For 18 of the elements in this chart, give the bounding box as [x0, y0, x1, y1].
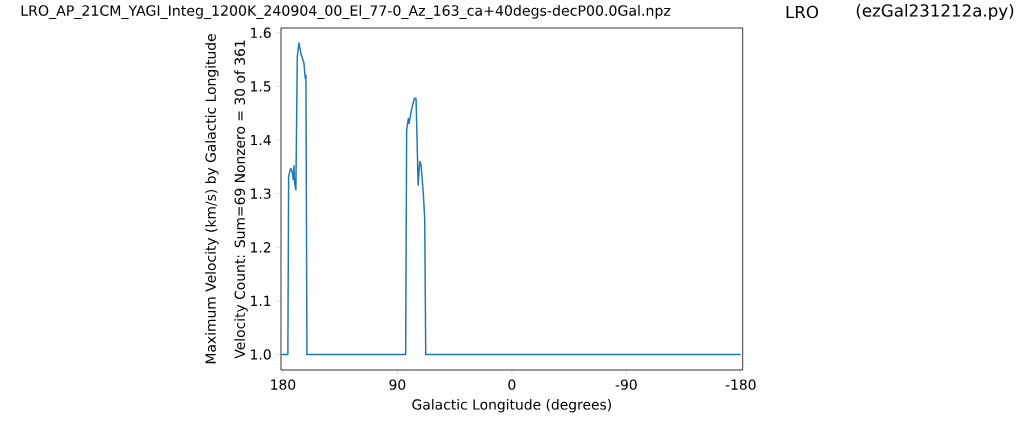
x-tick-label: 180: [271, 379, 296, 390]
y-tick-label: 1.3: [251, 188, 271, 199]
x-tick-label: -180: [725, 379, 756, 390]
x-tick-label: -90: [615, 379, 637, 390]
y-tick-label: 1.6: [251, 27, 271, 39]
chart-title: LRO_AP_21CM_YAGI_Integ_1200K_240904_00_El_77-0_Az_163_ca+40degs-decP00.0Gal.npz: [21, 4, 671, 20]
text: Velocity Count: Sum=69 Nonzero = 30 of 361: [234, 40, 248, 359]
text: LRO: [786, 5, 819, 19]
y-tick-label: 1.4: [251, 134, 271, 146]
y-tick-label: 1.0: [251, 349, 271, 360]
y-tick-label: 1.2: [251, 242, 271, 253]
y-tick-label: 1.5: [251, 81, 271, 92]
y-tick-label: 1.1: [251, 295, 271, 306]
x-tick-label: 90: [389, 379, 406, 390]
text: (ezGal231212a.py): [856, 3, 1014, 21]
x-axis-title: Galactic Longitude (degrees): [412, 399, 611, 413]
y-axis-title: Maximum Velocity (km/s) by Galactic Longitude: [205, 34, 219, 364]
x-tick-label: 0: [508, 379, 516, 390]
